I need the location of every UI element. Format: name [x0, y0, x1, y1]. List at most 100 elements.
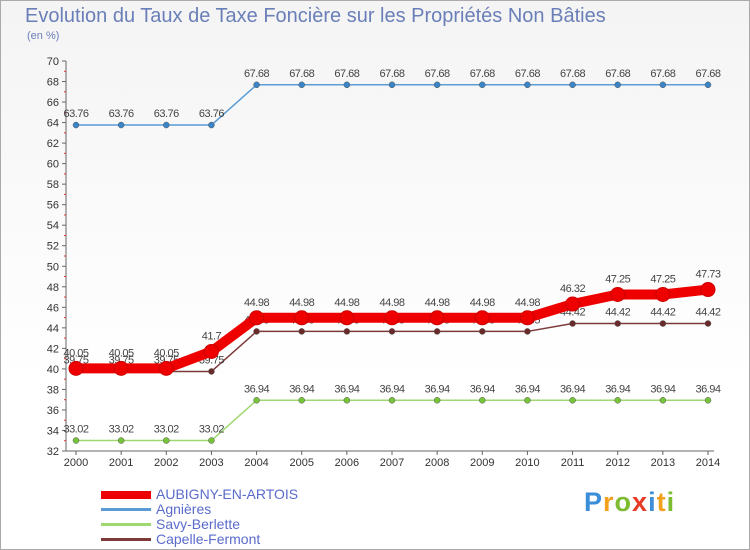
y-tick-label: 40	[47, 364, 59, 376]
x-tick-label: 2001	[109, 457, 133, 469]
y-tick-label: 36	[47, 405, 59, 417]
data-point	[614, 320, 621, 327]
legend-swatch	[101, 491, 151, 499]
y-tick-label: 66	[47, 97, 59, 109]
data-point	[704, 397, 712, 404]
data-label: 44.42	[650, 307, 675, 319]
x-tick-label: 2007	[380, 457, 404, 469]
series-aubigny-en-artois: 40.05 40.05 40.05 41.7 44.98 44.98 44.98 44.98 4…	[63, 269, 721, 376]
data-label: 36.94	[695, 383, 720, 395]
data-label: 67.68	[650, 68, 675, 80]
data-point	[659, 397, 667, 404]
data-label: 41.7	[202, 330, 222, 342]
data-point	[113, 360, 129, 376]
x-tick-label: 2009	[470, 457, 494, 469]
data-point	[433, 81, 441, 89]
x-tick-label: 2002	[154, 457, 178, 469]
data-label: 36.94	[560, 383, 585, 395]
data-label: 33.02	[154, 424, 179, 436]
data-label: 44.98	[470, 297, 495, 309]
data-point	[253, 81, 260, 89]
data-label: 33.02	[109, 424, 134, 436]
data-point	[610, 286, 626, 302]
data-point	[384, 310, 400, 326]
data-point	[524, 397, 531, 404]
data-point	[704, 81, 712, 89]
data-point	[343, 397, 351, 404]
data-label: 46.32	[560, 283, 585, 295]
data-point	[117, 121, 125, 129]
data-label: 67.68	[425, 68, 450, 80]
x-tick-label: 2011	[561, 457, 585, 469]
y-tick-label: 44	[47, 323, 59, 335]
y-tick-label: 62	[47, 138, 59, 150]
data-point	[208, 368, 215, 375]
data-point	[253, 328, 260, 335]
data-label: 67.68	[470, 68, 495, 80]
data-point	[117, 437, 125, 444]
x-tick-label: 2004	[244, 457, 268, 469]
data-label: 67.68	[334, 68, 359, 80]
x-tick-label: 2005	[289, 457, 313, 469]
data-point	[72, 437, 80, 444]
y-tick-label: 48	[47, 282, 59, 294]
data-point	[659, 320, 667, 327]
y-tick-label: 46	[47, 302, 59, 314]
proxiti-logo: Proxiti	[584, 487, 676, 517]
data-label: 67.68	[379, 68, 404, 80]
y-tick-label: 64	[47, 118, 59, 130]
data-point	[479, 328, 486, 335]
data-point	[249, 310, 265, 326]
data-point	[388, 397, 396, 404]
data-label: 47.73	[695, 269, 720, 281]
data-label: 36.94	[605, 383, 630, 395]
data-label: 36.94	[244, 383, 269, 395]
y-tick-label: 50	[47, 261, 59, 273]
data-label: 36.94	[650, 383, 675, 395]
x-tick-label: 2008	[425, 457, 449, 469]
y-tick-label: 52	[47, 241, 59, 253]
data-label: 36.94	[379, 383, 404, 395]
data-point	[519, 310, 535, 326]
data-label: 44.98	[289, 297, 314, 309]
data-point	[203, 343, 219, 359]
data-point	[388, 81, 396, 89]
data-point	[565, 296, 581, 312]
data-point	[208, 121, 215, 129]
data-label: 44.42	[695, 307, 720, 319]
data-label: 40.05	[154, 347, 179, 359]
data-point	[388, 328, 396, 335]
data-point	[343, 328, 351, 335]
data-point	[569, 81, 576, 89]
data-label: 33.02	[199, 424, 224, 436]
data-point	[298, 328, 305, 335]
data-label: 36.94	[425, 383, 450, 395]
data-label: 67.68	[244, 68, 269, 80]
data-label: 67.68	[560, 68, 585, 80]
x-tick-label: 2012	[605, 457, 629, 469]
data-point	[343, 81, 351, 89]
data-point	[524, 328, 531, 335]
data-point	[298, 397, 305, 404]
data-label: 47.25	[650, 273, 675, 285]
data-label: 44.98	[334, 297, 359, 309]
data-point	[253, 397, 260, 404]
data-label: 67.68	[605, 68, 630, 80]
data-point	[163, 121, 170, 129]
x-tick-label: 2000	[64, 457, 88, 469]
legend-label: AUBIGNY-EN-ARTOIS	[156, 486, 299, 502]
data-point	[614, 397, 621, 404]
data-point	[294, 310, 310, 326]
data-point	[614, 81, 621, 89]
y-tick-label: 60	[47, 159, 59, 171]
y-tick-label: 68	[47, 77, 59, 89]
y-tick-label: 70	[47, 56, 59, 68]
legend-swatch	[101, 523, 151, 526]
data-point	[569, 320, 576, 327]
legend-swatch	[101, 508, 151, 511]
data-point	[569, 397, 576, 404]
data-label: 63.76	[63, 108, 88, 120]
data-point	[474, 310, 490, 326]
data-label: 44.98	[515, 297, 540, 309]
